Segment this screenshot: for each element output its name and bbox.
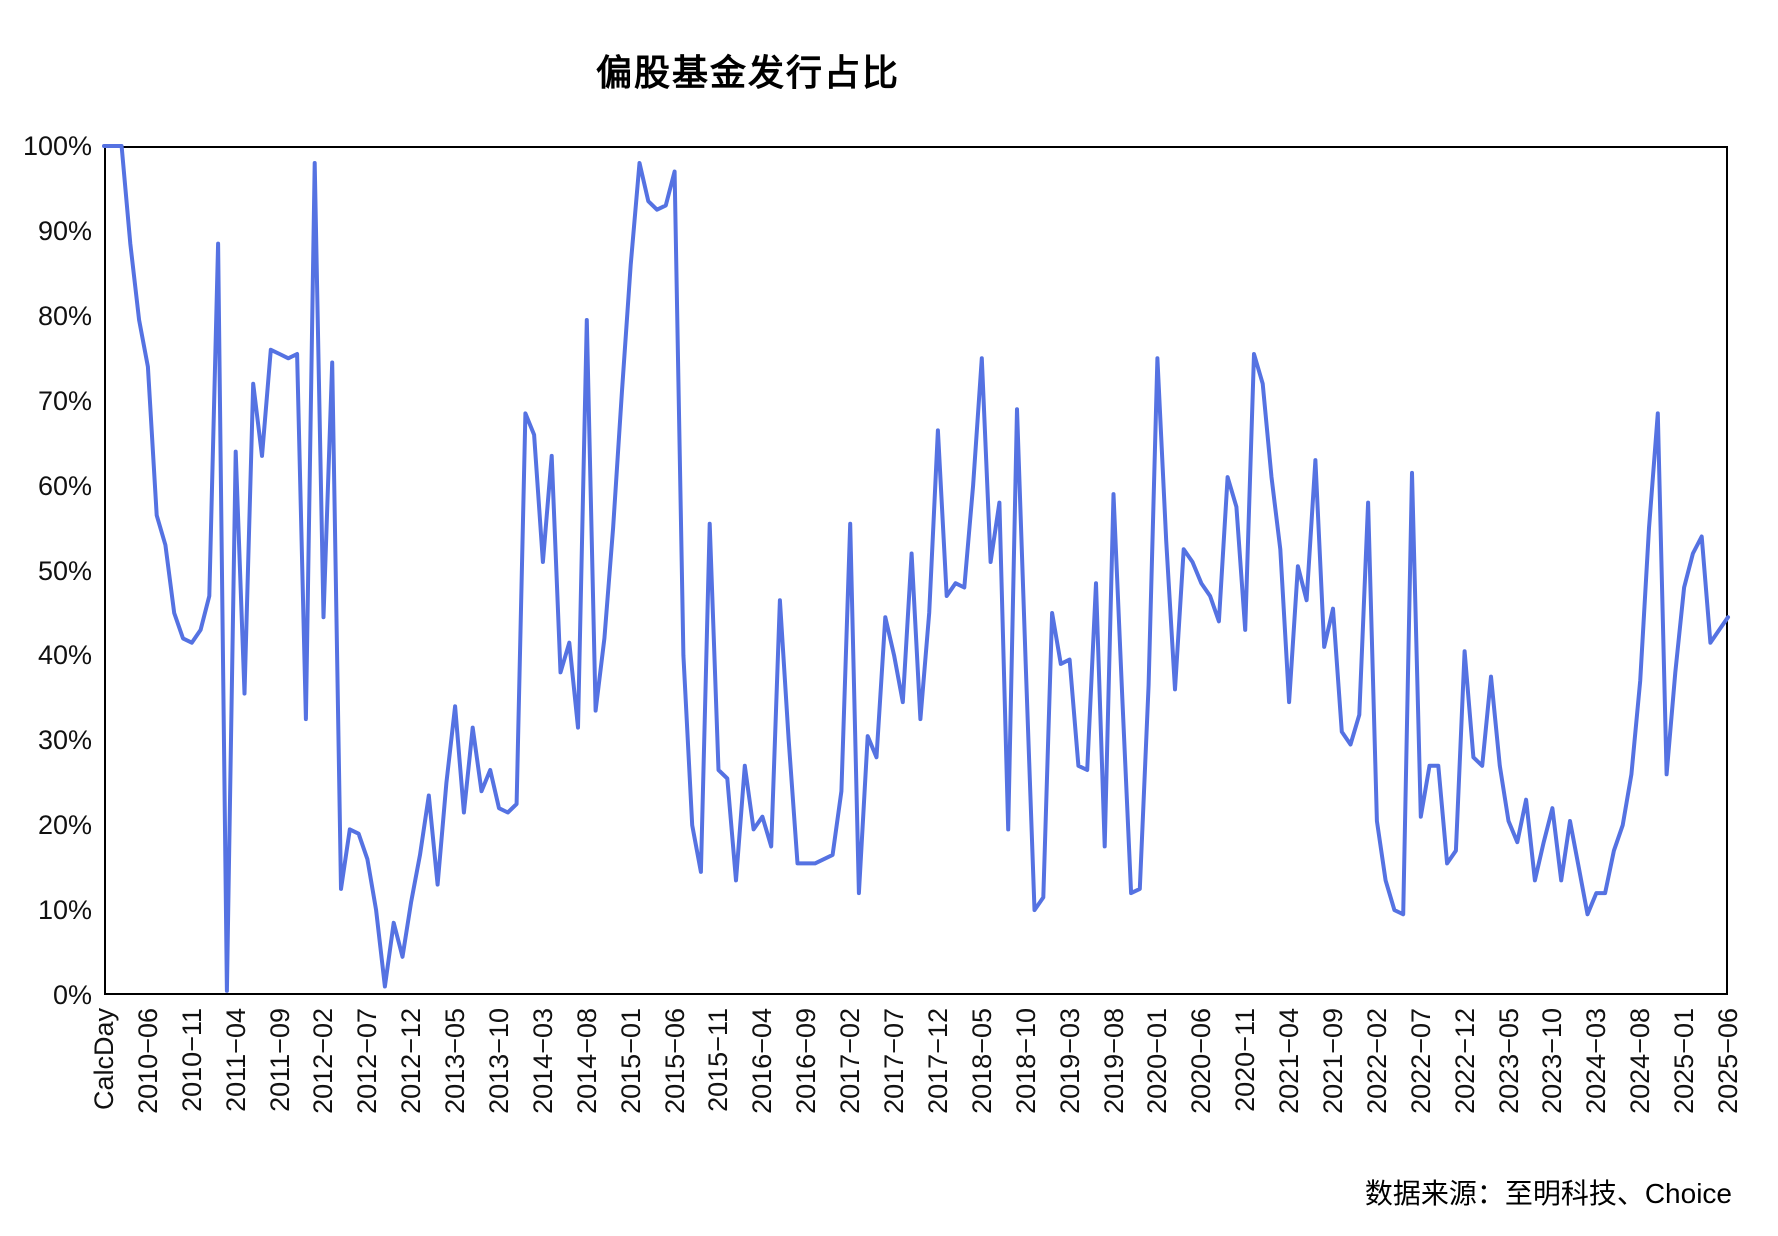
x-axis-tick-label-text: 2022−07 <box>1405 1008 1436 1114</box>
x-axis-tick-label-text: 2017−02 <box>835 1008 866 1114</box>
chart-title: 偏股基金发行占比 <box>595 52 901 93</box>
x-axis-tick-label-text: 2025−01 <box>1669 1008 1700 1114</box>
source-note: 数据来源：至明科技、Choice <box>1364 1178 1732 1209</box>
y-axis-tick-label: 100% <box>22 131 92 161</box>
x-axis-tick-label-text: 2024−03 <box>1581 1008 1612 1114</box>
x-axis-tick-label-text: 2010−11 <box>176 1008 207 1112</box>
x-axis-tick-label-text: 2020−01 <box>1142 1008 1173 1114</box>
x-axis-tick-label-text: 2013−10 <box>484 1008 515 1114</box>
y-axis-tick-label: 30% <box>37 725 92 756</box>
x-axis-tick-label-text: 2025−06 <box>1713 1008 1743 1114</box>
y-axis-tick-label: 40% <box>37 640 92 671</box>
y-axis-tick-label: 50% <box>37 555 92 586</box>
x-axis-tick-label-text: CalcDay <box>89 1008 119 1111</box>
x-axis-tick-label-text: 2022−12 <box>1449 1008 1480 1114</box>
y-axis-tick-label: 20% <box>37 810 92 841</box>
y-axis-tick-label: 10% <box>37 895 92 926</box>
x-axis-tick-label-text: 2015−06 <box>659 1008 690 1114</box>
x-axis-tick-label-text: 2019−08 <box>1098 1008 1129 1114</box>
x-axis-tick-label-text: 2010−06 <box>132 1008 163 1114</box>
y-axis-tick-label: 60% <box>37 470 92 501</box>
x-axis-tick-label-text: 2015−01 <box>615 1008 646 1114</box>
x-axis-tick-label-text: 2022−02 <box>1361 1008 1392 1114</box>
x-axis-tick-label-text: 2011−04 <box>220 1008 251 1112</box>
y-axis-tick-label: 90% <box>37 215 92 246</box>
x-axis-tick-label-text: 2017−12 <box>922 1008 953 1114</box>
x-axis-tick-label-text: 2014−03 <box>527 1008 558 1114</box>
x-axis-tick-label-text: 2012−02 <box>308 1008 339 1114</box>
x-axis-tick-label-text: 2024−08 <box>1625 1008 1656 1114</box>
x-axis-tick-label-text: 2016−04 <box>747 1008 778 1114</box>
x-axis-tick-label-text: 2015−11 <box>703 1008 734 1112</box>
y-axis-tick-label: 70% <box>37 385 92 416</box>
x-axis-tick-label-text: 2011−09 <box>264 1008 295 1112</box>
x-axis-tick-label-text: 2020−11 <box>1230 1008 1261 1112</box>
x-axis-tick-label-text: 2012−07 <box>352 1008 383 1114</box>
x-axis-tick-label-text: 2012−12 <box>396 1008 427 1114</box>
x-axis-tick-label-text: 2021−04 <box>1274 1008 1305 1114</box>
x-axis-tick-label-text: 2013−05 <box>440 1008 471 1114</box>
x-axis-tick-label-text: 2014−08 <box>571 1008 602 1114</box>
x-axis-tick-label-text: 2016−09 <box>791 1008 822 1114</box>
plot-area-frame <box>104 146 1728 995</box>
y-axis-tick-label: 80% <box>37 300 92 331</box>
x-axis-tick-label-text: 2020−06 <box>1186 1008 1217 1114</box>
x-axis-tick-label-text: 2018−05 <box>966 1008 997 1114</box>
y-axis-tick-label: 0% <box>52 980 92 1010</box>
x-axis-tick-label-text: 2023−10 <box>1537 1008 1568 1114</box>
x-axis-tick-label-text: 2023−05 <box>1493 1008 1524 1114</box>
x-axis-tick-label-text: 2019−03 <box>1054 1008 1085 1114</box>
data-line <box>102 144 1730 993</box>
x-axis-tick-label-text: 2018−10 <box>1010 1008 1041 1114</box>
x-axis-tick-label-text: 2021−09 <box>1317 1008 1348 1114</box>
x-axis-tick-label-text: 2017−07 <box>879 1008 910 1114</box>
